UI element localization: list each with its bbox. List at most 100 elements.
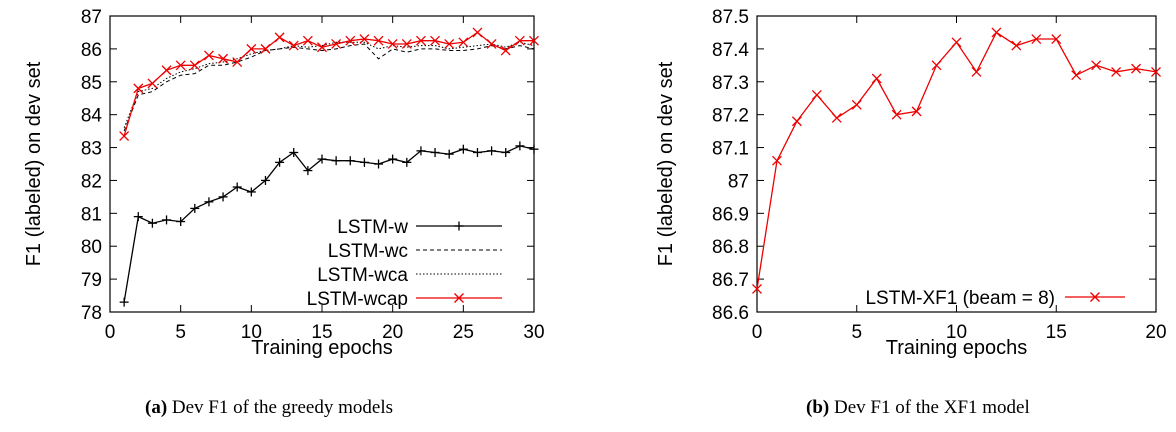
data-point <box>472 147 482 157</box>
data-point <box>147 218 157 228</box>
data-point <box>218 192 228 202</box>
data-point <box>331 38 342 49</box>
y-tick-label: 87.4 <box>712 40 749 61</box>
x-tick-label: 5 <box>175 322 186 343</box>
legend-entry: LSTM-wca <box>317 265 502 286</box>
data-point <box>133 212 143 222</box>
data-point <box>331 156 341 166</box>
data-point <box>514 35 525 46</box>
data-point <box>246 187 256 197</box>
y-tick-label: 78 <box>81 303 102 324</box>
x-tick-label: 0 <box>105 322 116 343</box>
data-point <box>359 34 370 44</box>
x-tick-label: 10 <box>946 322 967 343</box>
y-tick-label: 86.6 <box>712 303 749 324</box>
data-point <box>1091 60 1102 71</box>
data-point <box>1111 66 1122 77</box>
data-point <box>487 146 497 156</box>
data-point <box>871 73 882 84</box>
data-point <box>289 147 299 157</box>
data-point <box>415 35 426 46</box>
data-point <box>851 99 862 110</box>
y-tick-label: 87.3 <box>712 73 749 94</box>
x-tick-label: 5 <box>851 322 862 343</box>
data-point <box>529 144 539 154</box>
data-point <box>911 106 922 117</box>
x-tick-label: 30 <box>523 322 544 343</box>
data-point <box>317 154 327 164</box>
data-point <box>444 38 455 49</box>
data-point <box>302 35 313 46</box>
x-tick-label: 10 <box>241 322 262 343</box>
y-tick-label: 87 <box>728 171 749 192</box>
series-lstm-wcap <box>119 27 539 142</box>
x-tick-label: 15 <box>311 322 332 343</box>
data-point <box>811 89 822 100</box>
data-point <box>1131 63 1142 74</box>
data-point <box>246 43 257 54</box>
legend-label: LSTM-wcap <box>307 289 408 310</box>
data-point <box>501 147 511 157</box>
data-point <box>345 156 355 166</box>
data-point <box>203 50 214 61</box>
data-point <box>260 175 270 185</box>
data-point <box>176 217 186 227</box>
x-axis-label: Training epochs <box>251 337 393 359</box>
data-point <box>359 157 369 167</box>
caption-a-text: Dev F1 of the greedy models <box>171 397 393 418</box>
data-point <box>275 157 285 167</box>
caption-a: (a) Dev F1 of the greedy models <box>145 397 393 419</box>
y-tick-label: 86.9 <box>712 204 749 225</box>
y-tick-label: 87 <box>81 7 102 28</box>
series-lstm-wca <box>123 41 535 128</box>
x-tick-label: 20 <box>1145 322 1166 343</box>
data-point <box>791 116 802 127</box>
y-tick-label: 81 <box>81 204 102 225</box>
caption-b: (b) Dev F1 of the XF1 model <box>806 397 1030 419</box>
data-point <box>387 38 398 49</box>
y-tick-label: 87.1 <box>712 139 749 160</box>
data-point <box>175 60 186 71</box>
data-point <box>951 37 962 48</box>
data-point <box>388 154 398 164</box>
data-point <box>161 65 172 76</box>
y-tick-label: 84 <box>81 106 103 127</box>
data-point <box>991 27 1002 38</box>
data-point <box>288 40 299 51</box>
data-point <box>373 35 384 46</box>
x-axis-label: Training epochs <box>886 337 1028 359</box>
y-tick-label: 87.2 <box>712 106 749 127</box>
legend: LSTM-w LSTM-wc LSTM-wca LSTM-wcap <box>307 217 502 310</box>
data-point <box>317 42 327 53</box>
data-point <box>430 147 440 157</box>
data-point <box>1031 34 1042 44</box>
data-point <box>472 27 483 38</box>
data-point <box>486 38 497 49</box>
data-point <box>931 60 942 71</box>
legend-entry: LSTM-wcap <box>307 289 502 310</box>
data-point <box>204 197 214 207</box>
data-point <box>402 157 412 167</box>
data-point <box>119 131 130 142</box>
data-point <box>1051 34 1062 44</box>
data-point <box>1151 66 1161 77</box>
data-point <box>891 109 902 120</box>
data-point <box>190 203 200 213</box>
legend-marker <box>454 293 464 303</box>
series-lstm-w <box>119 141 539 307</box>
data-point <box>444 149 454 159</box>
legend-label: LSTM-XF1 (beam = 8) <box>865 288 1055 309</box>
legend-entry: LSTM-wc <box>328 241 502 262</box>
series-line <box>123 31 534 137</box>
data-point <box>458 37 469 48</box>
data-point <box>147 78 158 89</box>
series-lstm-wc <box>123 43 535 132</box>
legend-marker <box>1090 292 1100 302</box>
data-point <box>162 215 172 225</box>
data-point <box>771 155 782 166</box>
y-tick-label: 86.8 <box>712 237 749 258</box>
x-tick-label: 20 <box>382 322 403 343</box>
data-point <box>133 83 144 94</box>
y-tick-label: 83 <box>81 139 102 160</box>
